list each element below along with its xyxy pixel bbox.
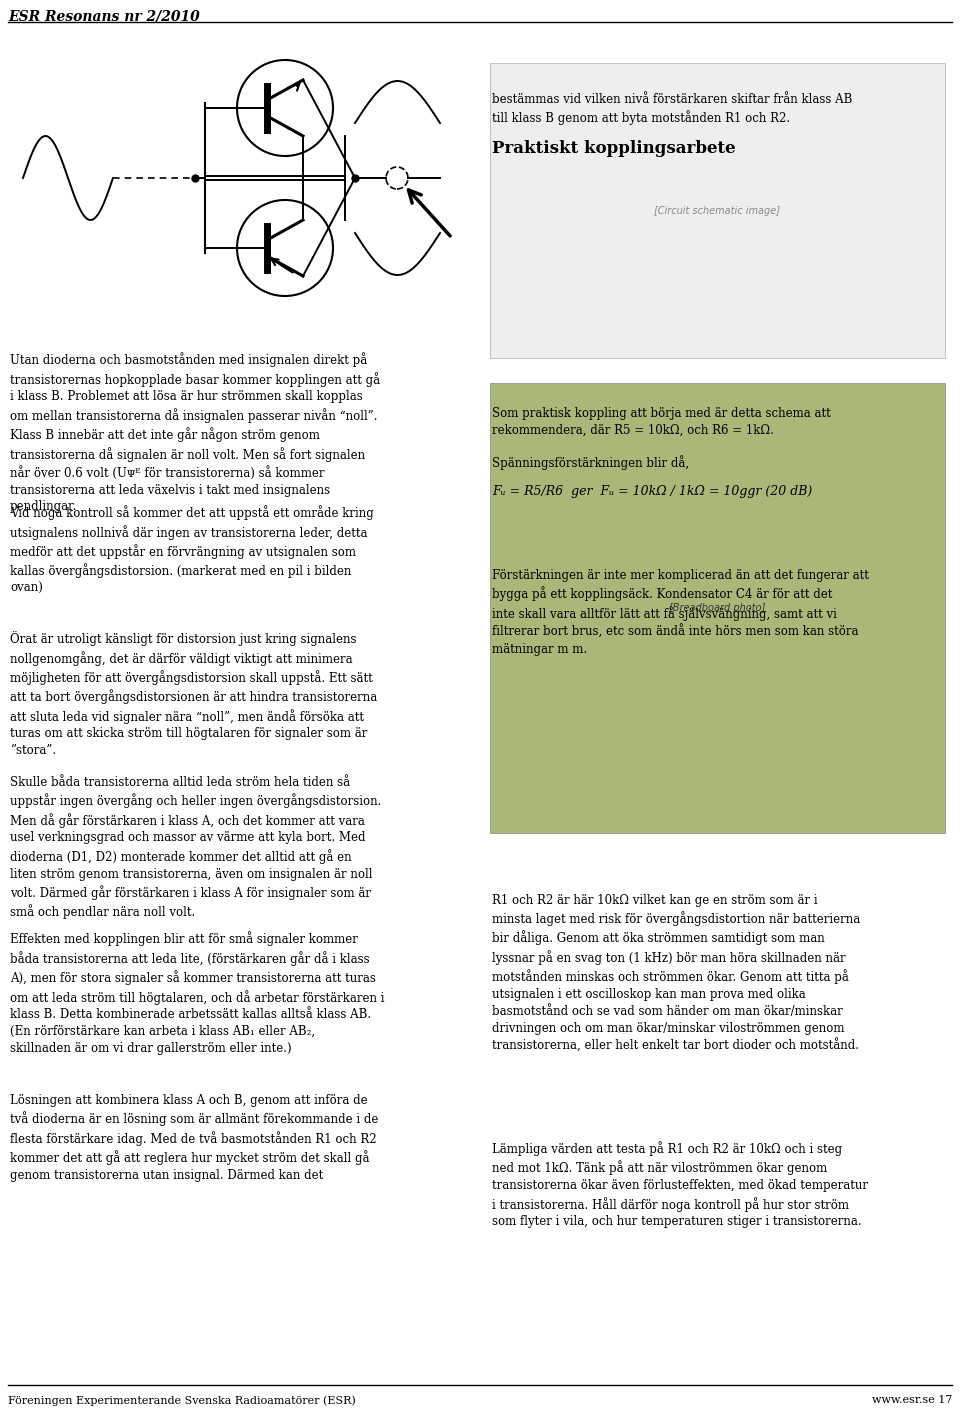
Text: Utan dioderna och basmotstånden med insignalen direkt på
transistorernas hopkopp: Utan dioderna och basmotstånden med insi… [10, 353, 380, 514]
Text: Praktiskt kopplingsarbete: Praktiskt kopplingsarbete [492, 139, 735, 157]
Text: Örat är utroligt känsligt för distorsion just kring signalens
nollgenomgång, det: Örat är utroligt känsligt för distorsion… [10, 632, 377, 757]
Text: Föreningen Experimenterande Svenska Radioamatörer (ESR): Föreningen Experimenterande Svenska Radi… [8, 1395, 356, 1406]
Text: [Breadboard photo]: [Breadboard photo] [669, 603, 765, 613]
Text: [Circuit schematic image]: [Circuit schematic image] [654, 206, 780, 216]
Text: bestämmas vid vilken nivå förstärkaren skiftar från klass AB
till klass B genom : bestämmas vid vilken nivå förstärkaren s… [492, 92, 852, 125]
Text: Förstärkningen är inte mer komplicerad än att det fungerar att
bygga på ett kopp: Förstärkningen är inte mer komplicerad ä… [492, 569, 869, 656]
Text: Skulle båda transistorerna alltid leda ström hela tiden så
uppstår ingen övergån: Skulle båda transistorerna alltid leda s… [10, 776, 381, 919]
Text: R1 och R2 är här 10kΩ vilket kan ge en ström som är i
minsta laget med risk för : R1 och R2 är här 10kΩ vilket kan ge en s… [492, 894, 860, 1053]
Text: Lämpliga värden att testa på R1 och R2 är 10kΩ och i steg
ned mot 1kΩ. Tänk på a: Lämpliga värden att testa på R1 och R2 ä… [492, 1141, 868, 1228]
Text: Spänningsförstärkningen blir då,: Spänningsförstärkningen blir då, [492, 455, 689, 470]
Text: Lösningen att kombinera klass A och B, genom att införa de
två dioderna är en lö: Lösningen att kombinera klass A och B, g… [10, 1094, 378, 1183]
Text: www.esr.se 17: www.esr.se 17 [872, 1395, 952, 1405]
Bar [490, 383, 945, 832]
Bar [490, 63, 945, 359]
Text: ESR Resonans nr 2/2010: ESR Resonans nr 2/2010 [8, 10, 200, 24]
Text: Effekten med kopplingen blir att för små signaler kommer
båda transistorerna att: Effekten med kopplingen blir att för små… [10, 932, 385, 1054]
Text: Vid noga kontroll så kommer det att uppstå ett område kring
utsignalens nollnivå: Vid noga kontroll så kommer det att upps… [10, 505, 373, 595]
Text: Fᵤ = R5/R6  ger  Fᵤ = 10kΩ / 1kΩ = 10ggr (20 dB): Fᵤ = R5/R6 ger Fᵤ = 10kΩ / 1kΩ = 10ggr (… [492, 485, 812, 498]
Text: Som praktisk koppling att börja med är detta schema att
rekommendera, där R5 = 1: Som praktisk koppling att börja med är d… [492, 407, 830, 437]
